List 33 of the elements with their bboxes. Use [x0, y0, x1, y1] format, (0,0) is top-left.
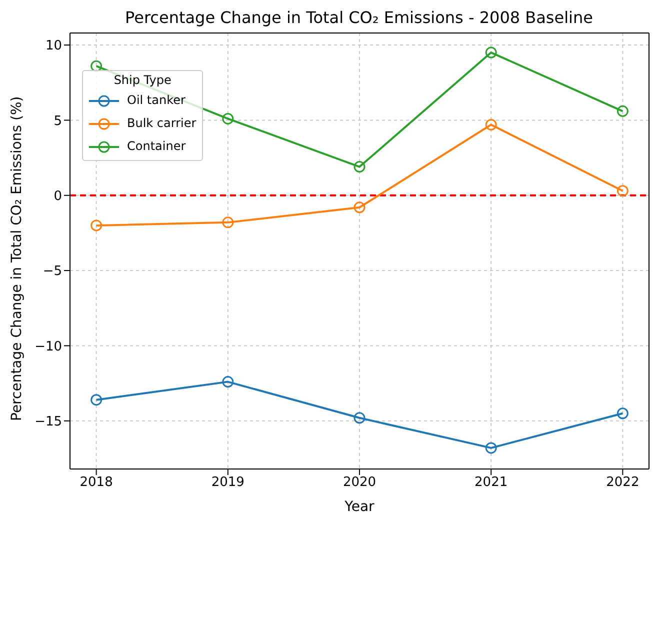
point [616, 408, 628, 420]
x-tick-label: 2021 [474, 475, 508, 490]
point [354, 161, 366, 173]
y-axis-title: Percentage Change in Total CO₂ Emissions (%) [8, 96, 25, 421]
point [485, 46, 497, 58]
point [222, 376, 234, 388]
point [616, 105, 628, 117]
point [90, 60, 102, 72]
y-tick-label: −10 [34, 339, 62, 354]
legend-label: Bulk carrier [127, 115, 196, 132]
legend-label: Container [127, 138, 186, 155]
y-tick-label: 0 [54, 188, 62, 204]
legend-title: Ship Type [112, 73, 172, 87]
x-tick-label: 2019 [211, 475, 244, 490]
point [90, 220, 102, 232]
x-tick-label: 2018 [80, 475, 113, 490]
y-tick-label: −5 [42, 264, 62, 280]
x-tick-label: 2022 [606, 475, 640, 490]
point [354, 412, 366, 424]
x-tick-label: 2020 [342, 475, 376, 490]
x-axis-title: Year [344, 499, 375, 515]
legend-label: Oil tanker [127, 92, 186, 109]
point [354, 202, 366, 214]
point [616, 185, 628, 197]
y-tick-label: 5 [54, 114, 62, 129]
point [485, 442, 497, 454]
point [222, 216, 234, 228]
point [485, 118, 497, 130]
point [222, 112, 234, 124]
chart-title: Percentage Change in Total CO₂ Emissions - 2008 Baseline [124, 8, 594, 29]
y-tick-label: −15 [34, 414, 62, 430]
y-tick-label: 10 [45, 38, 62, 54]
point [90, 394, 102, 406]
